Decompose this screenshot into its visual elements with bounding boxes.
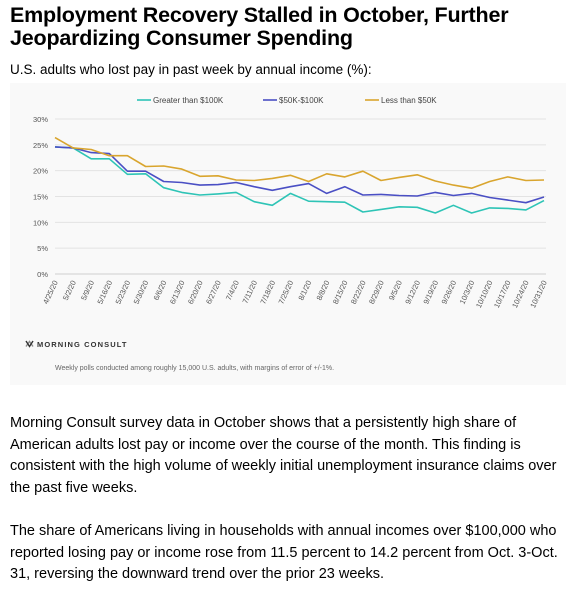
- x-tick-label: 4/25/20: [41, 279, 60, 305]
- x-tick-label: 9/12/20: [403, 279, 422, 305]
- chart-gridlines: [55, 118, 546, 275]
- x-tick-label: 9/5/20: [387, 279, 404, 302]
- article-paragraph-1: Morning Consult survey data in October s…: [10, 415, 557, 496]
- chart-footnote: Weekly polls conducted among roughly 15,…: [55, 365, 334, 372]
- y-tick-label: 25%: [33, 141, 48, 150]
- x-tick-label: 7/11/20: [241, 279, 259, 305]
- chart-series-lines: [54, 136, 545, 214]
- x-axis-tick-labels: 4/25/20 5/2/20 5/9/20 5/16/20 5/23/20 5/30/20…: [41, 279, 549, 309]
- x-tick-label: 6/13/20: [168, 279, 187, 305]
- article-title: Employment Recovery Stalled in October, …: [10, 3, 509, 50]
- y-tick-label: 0%: [37, 270, 48, 279]
- series-line-2: [54, 146, 545, 204]
- x-tick-label: 8/8/20: [315, 279, 332, 302]
- legend-label: Greater than $100K: [153, 96, 224, 105]
- x-tick-label: 8/22/20: [349, 279, 368, 305]
- x-tick-label: 8/29/20: [367, 279, 386, 305]
- brand-logo-text: MORNING CONSULT: [37, 340, 128, 349]
- x-tick-label: 7/25/20: [277, 279, 296, 305]
- morning-consult-logo-icon: [25, 340, 34, 348]
- article-paragraph-2: The share of Americans living in househo…: [10, 523, 558, 582]
- y-tick-label: 5%: [37, 244, 48, 253]
- y-tick-label: 15%: [33, 193, 48, 202]
- legend-label: Less than $50K: [381, 96, 437, 105]
- x-tick-label: 7/18/20: [258, 279, 277, 305]
- x-tick-label: 10/3/20: [458, 279, 477, 305]
- chart-subtitle: U.S. adults who lost pay in past week by…: [10, 62, 372, 77]
- x-tick-label: 8/1/20: [296, 279, 313, 302]
- x-tick-label: 9/19/20: [421, 279, 440, 305]
- line-chart: 0%5%10%15%20%25%30% 4/25/20 5/2/20 5/9/20 5…: [25, 96, 549, 372]
- x-tick-label: 8/15/20: [331, 279, 350, 305]
- x-tick-label: 10/31/20: [528, 279, 548, 309]
- x-tick-label: 7/4/20: [224, 279, 241, 302]
- legend-label: $50K-$100K: [279, 96, 324, 105]
- x-tick-label: 6/20/20: [186, 279, 205, 305]
- x-tick-label: 5/2/20: [61, 279, 78, 302]
- chart-panel: 0% 5% 10% 15% 20% 25% 30% 4/25/20 5/2/20 5/9/20 5…: [10, 83, 566, 385]
- y-axis-tick-labels: 0% 5% 10% 15% 20% 25% 30%: [33, 115, 48, 279]
- brand-logo: MORNING CONSULT: [25, 340, 128, 349]
- series-line-3: [54, 136, 545, 189]
- x-tick-label: 9/26/20: [440, 279, 459, 305]
- series-line-1: [54, 146, 545, 214]
- x-tick-label: 5/23/20: [114, 279, 133, 305]
- y-tick-label: 20%: [33, 167, 48, 176]
- chart-legend: Greater than $100K $50K-$100K Less than $5…: [137, 96, 437, 105]
- x-tick-label: 6/6/20: [152, 279, 169, 302]
- x-tick-label: 5/30/20: [132, 279, 151, 305]
- y-tick-label: 10%: [33, 218, 48, 227]
- x-tick-label: 5/9/20: [79, 279, 96, 302]
- x-tick-label: 6/27/20: [204, 279, 223, 305]
- x-tick-label: 5/16/20: [95, 279, 114, 305]
- y-tick-label: 30%: [33, 115, 48, 124]
